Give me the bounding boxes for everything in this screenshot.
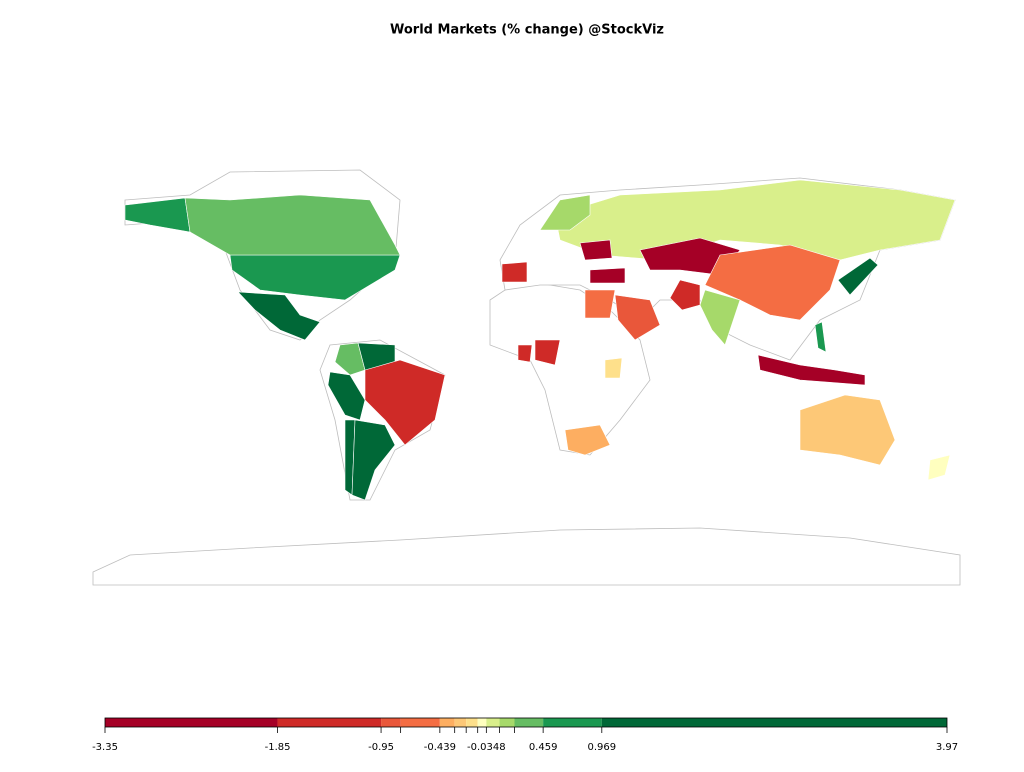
legend-swatch (454, 718, 467, 727)
country-region (351, 419, 396, 501)
country-region (604, 357, 623, 379)
legend-swatch (105, 718, 278, 727)
land (92, 527, 961, 586)
legend-swatch (514, 718, 544, 727)
legend-tick-label: 3.97 (936, 742, 958, 753)
country-region (699, 289, 741, 346)
country-region (184, 194, 401, 256)
country-region (814, 321, 827, 353)
country-region (501, 261, 528, 283)
legend-tick-label: -1.85 (265, 742, 291, 753)
legend-swatch (486, 718, 500, 727)
country-region (364, 359, 446, 446)
country-region (799, 394, 896, 466)
country-region (704, 244, 841, 321)
country-region (124, 197, 401, 301)
country-region (327, 371, 366, 421)
country-region (237, 291, 321, 341)
legend-frame (104, 717, 948, 728)
region-layer (124, 179, 956, 501)
legend-tick-label: -0.95 (368, 742, 394, 753)
country-region (837, 257, 879, 296)
country-region (517, 344, 533, 363)
country-region (579, 239, 613, 261)
legend-swatch (477, 718, 487, 727)
country-region (614, 294, 661, 341)
legend-swatch (400, 718, 440, 727)
country-region (589, 267, 626, 284)
legend-swatch (466, 718, 478, 727)
legend-swatch (543, 718, 602, 727)
color-legend: -3.35 -1.85 -0.95 -0.439 -0.0348 0.459 0.969 3.… (92, 717, 958, 753)
legend-tick-label: -0.439 (424, 742, 456, 753)
country-region (539, 194, 591, 231)
chart-title: World Markets (% change) @StockViz (390, 23, 664, 38)
country-region (534, 339, 561, 366)
country-region (584, 289, 616, 319)
country-region (334, 342, 366, 376)
legend-swatch (499, 718, 515, 727)
country-region (927, 454, 951, 481)
legend-swatch (277, 718, 382, 727)
country-region (757, 354, 866, 386)
country-region (554, 179, 956, 261)
legend-tick-label: 0.459 (529, 742, 558, 753)
country-region (564, 424, 611, 456)
legend-swatch (601, 718, 947, 727)
legend-tick-label: -3.35 (92, 742, 118, 753)
legend-tick-label: -0.0348 (467, 742, 506, 753)
country-region (669, 279, 701, 311)
legend-swatch (381, 718, 401, 727)
legend-swatch (439, 718, 455, 727)
legend-tick-label: 0.969 (587, 742, 616, 753)
